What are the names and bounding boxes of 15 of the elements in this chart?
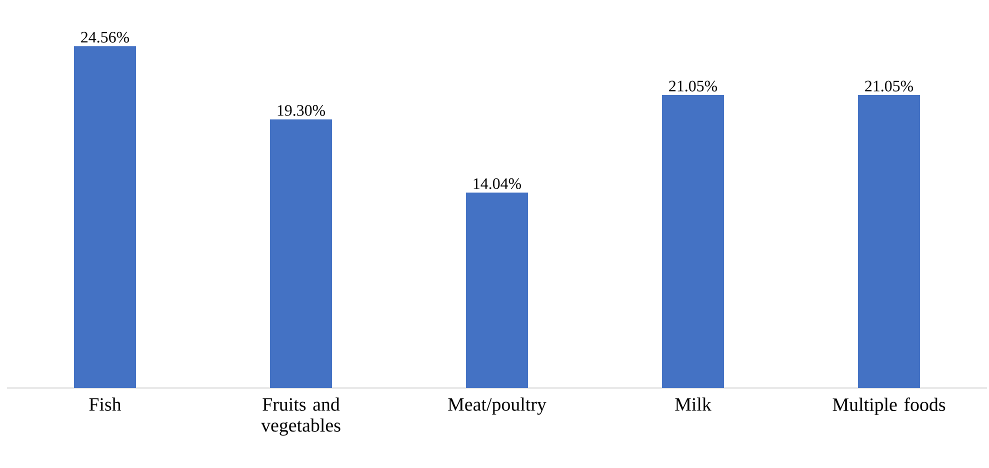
x-tick-label: Fish <box>89 398 122 411</box>
bar <box>858 95 920 388</box>
data-label: 19.30% <box>278 105 326 116</box>
data-label: 14.04% <box>474 178 522 190</box>
x-tick-label: Multiple foods <box>832 398 946 415</box>
bar <box>74 46 136 388</box>
data-label: 24.56% <box>81 32 130 43</box>
x-tick-label: Meat/poultry <box>448 398 546 415</box>
bar <box>662 95 724 388</box>
bar <box>466 192 528 388</box>
x-tick-label: Fruits and vegetables <box>261 398 340 436</box>
bar <box>270 119 332 388</box>
data-label: 21.05% <box>865 80 914 92</box>
data-label: 21.05% <box>669 80 718 92</box>
x-tick-label: Milk <box>675 398 712 411</box>
